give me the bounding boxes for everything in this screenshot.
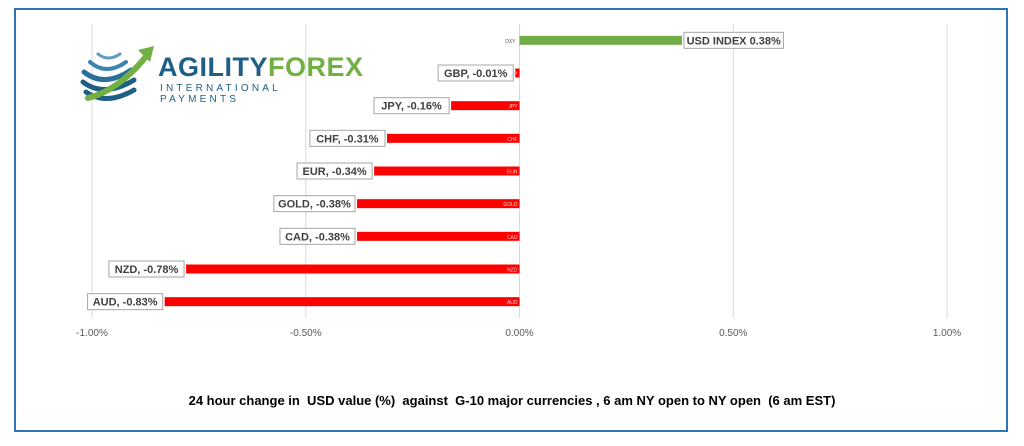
data-label-box xyxy=(108,260,185,278)
data-label-box xyxy=(309,129,386,147)
data-label-box xyxy=(87,293,164,311)
logo-tagline: INTERNATIONAL PAYMENTS xyxy=(160,83,281,105)
logo-word-forex: FOREX xyxy=(268,52,364,82)
category-label: GOLD xyxy=(503,202,518,208)
bar xyxy=(164,297,520,307)
bar xyxy=(186,264,520,274)
bar xyxy=(515,68,520,78)
x-tick-label: -0.50% xyxy=(290,328,322,339)
category-label: CHF xyxy=(507,137,517,143)
data-label: JPY, -0.16% xyxy=(381,101,442,113)
category-label: AUD xyxy=(507,300,518,306)
x-tick-label: 1.00% xyxy=(933,328,961,339)
logo-word-agility: AGILITY xyxy=(158,52,268,82)
category-label: JPY xyxy=(508,104,518,110)
data-label-box xyxy=(683,31,784,49)
data-label: EUR, -0.34% xyxy=(302,166,366,178)
data-label: GBP, -0.01% xyxy=(444,68,508,80)
bar xyxy=(519,35,682,45)
category-label: EUR xyxy=(507,170,518,176)
agility-forex-logo: AGILITYFOREX INTERNATIONAL PAYMENTS xyxy=(76,40,363,110)
category-label: NZD xyxy=(507,268,518,274)
data-label: AUD, -0.83% xyxy=(93,297,158,309)
bar xyxy=(357,199,520,209)
data-label-box xyxy=(373,97,450,115)
data-label-box xyxy=(273,195,356,213)
data-label-box xyxy=(296,162,373,180)
x-tick-label: -1.00% xyxy=(76,328,108,339)
data-label-box xyxy=(437,64,514,82)
logo-wordmark: AGILITYFOREX xyxy=(158,54,364,81)
bar xyxy=(357,231,520,241)
x-tick-label: 0.00% xyxy=(505,328,533,339)
category-label: DXY xyxy=(505,39,516,45)
bar xyxy=(451,101,520,111)
data-label: NZD, -0.78% xyxy=(115,264,179,276)
data-label: CAD, -0.38% xyxy=(285,231,350,243)
bar xyxy=(386,133,520,143)
globe-swoosh-logo-icon xyxy=(80,46,154,101)
data-label-box xyxy=(279,227,356,245)
data-label: GOLD, -0.38% xyxy=(278,199,351,211)
x-tick-label: 0.50% xyxy=(719,328,747,339)
data-label: USD INDEX 0.38% xyxy=(687,35,781,47)
category-label: CAD xyxy=(507,235,518,241)
data-label: CHF, -0.31% xyxy=(316,133,379,145)
chart-caption: 24 hour change in USD value (%) against … xyxy=(188,393,836,408)
bar xyxy=(374,166,520,176)
